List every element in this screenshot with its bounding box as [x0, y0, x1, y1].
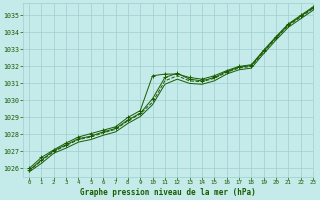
X-axis label: Graphe pression niveau de la mer (hPa): Graphe pression niveau de la mer (hPa)	[80, 188, 256, 197]
